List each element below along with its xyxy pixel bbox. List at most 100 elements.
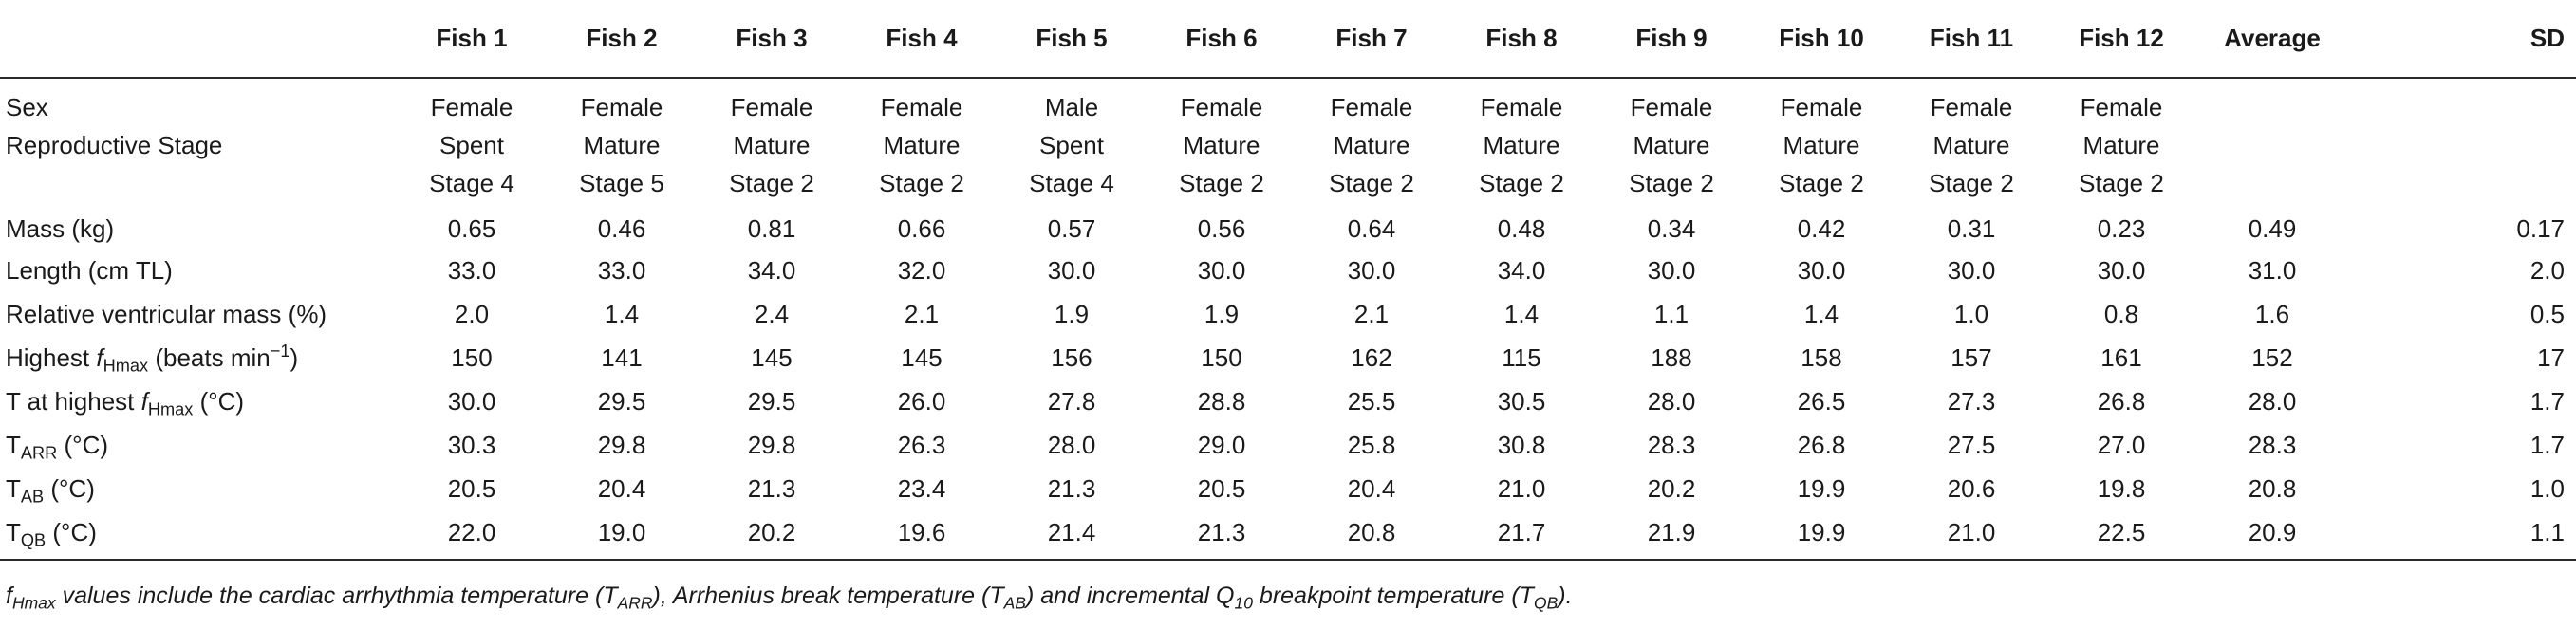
table-cell: 1.4	[604, 300, 640, 328]
stage-maturity: Mature	[1633, 131, 1710, 159]
table-cell: 188	[1651, 343, 1692, 372]
header-sd: SD	[2348, 0, 2576, 79]
table-cell: 145	[751, 343, 793, 372]
table-cell: 1.0	[1953, 300, 1989, 328]
table-cell: 1.9	[1054, 300, 1090, 328]
footnote-text-3: ) and incremental Q	[1025, 583, 1235, 609]
stage-maturity: Spent	[1039, 131, 1104, 159]
table-cell: 28.0	[1647, 387, 1696, 416]
table-cell: 30.5	[1497, 387, 1546, 416]
stage-maturity: Mature	[1483, 131, 1560, 159]
table-cell: 30.0	[1347, 256, 1396, 285]
table-cell: Mature Stage 2	[1896, 126, 2046, 208]
table-cell: Mature Stage 2	[1147, 126, 1297, 208]
table-cell: 30.0	[1797, 256, 1846, 285]
table-cell: Female	[2080, 93, 2163, 121]
label-sub: ARR	[20, 443, 58, 463]
table-cell: 26.5	[1797, 387, 1846, 416]
table-cell: 141	[601, 343, 643, 372]
stage-number: Stage 4	[429, 169, 514, 197]
stage-maturity: Mature	[733, 131, 811, 159]
stage-number: Stage 4	[1029, 169, 1114, 197]
stage-maturity: Mature	[883, 131, 961, 159]
footnote-sub-arr: ARR	[617, 593, 653, 613]
table-cell: 29.5	[597, 387, 646, 416]
table-cell: 162	[1351, 343, 1392, 372]
table-cell: 21.3	[1047, 474, 1096, 503]
header-fish-7: Fish 7	[1297, 0, 1447, 79]
table-cell: 1.4	[1503, 300, 1540, 328]
header-fish-1: Fish 1	[397, 0, 547, 79]
table-cell: 28.3	[1647, 431, 1696, 459]
table-cell: 20.2	[747, 518, 796, 546]
label-sub: AB	[20, 487, 45, 507]
table-cell: Mature Stage 2	[697, 126, 847, 208]
table-cell: 29.0	[1197, 431, 1246, 459]
table-cell: 0.48	[1497, 214, 1546, 243]
cell-average: 20.8	[2248, 474, 2297, 503]
table-cell: 29.8	[597, 431, 646, 459]
footnote-text-2: ), Arrhenius break temperature (T	[652, 583, 1004, 609]
header-label	[0, 0, 397, 79]
label-post: )	[289, 343, 299, 372]
table-cell: 21.0	[1497, 474, 1546, 503]
row-label: Length (cm TL)	[6, 256, 173, 285]
table-row-t-at-highest-fhmax: T at highest fHmax (°C) 30.0 29.5 29.5 26.0…	[0, 382, 2576, 426]
cell-sd: 1.1	[2529, 518, 2565, 546]
footnote-text-5: ).	[1558, 583, 1573, 609]
table-row-relative-ventricular-mass: Relative ventricular mass (%) 2.0 1.4 2.4 2…	[0, 295, 2576, 339]
table-cell: 0.56	[1197, 214, 1246, 243]
table-row-reproductive-stage: Reproductive Stage Spent Stage 4 Mature Sta…	[0, 126, 2576, 208]
label-mid: (beats min	[148, 343, 271, 372]
row-label: TQB (°C)	[0, 513, 397, 560]
table-cell: 145	[901, 343, 943, 372]
table-cell: 1.4	[1803, 300, 1839, 328]
table-cell: 21.9	[1647, 518, 1696, 546]
table-row-mass: Mass (kg) 0.65 0.46 0.81 0.66 0.57 0.56 0.64 0.…	[0, 208, 2576, 251]
header-fish-11: Fish 11	[1896, 0, 2046, 79]
cell-sd: 1.7	[2529, 431, 2565, 459]
stage-number: Stage 2	[2079, 169, 2164, 197]
table-cell: 25.5	[1347, 387, 1396, 416]
label-post: (°C)	[44, 474, 95, 503]
label-f: f	[96, 343, 103, 372]
table-cell: 28.0	[1047, 431, 1096, 459]
cell-sd	[2348, 78, 2576, 126]
table-cell: 32.0	[897, 256, 946, 285]
label-sub: Hmax	[103, 356, 149, 376]
label-post: (°C)	[57, 431, 109, 459]
table-cell: 33.0	[597, 256, 646, 285]
table-cell: 26.3	[897, 431, 946, 459]
table-cell: 28.8	[1197, 387, 1246, 416]
header-fish-10: Fish 10	[1746, 0, 1896, 79]
table-cell: Mature Stage 2	[1746, 126, 1896, 208]
table-cell: 22.5	[2097, 518, 2146, 546]
cell-average: 28.3	[2248, 431, 2297, 459]
table-cell: 34.0	[747, 256, 796, 285]
table-row-highest-fhmax: Highest fHmax (beats min−1) 150 141 145 145…	[0, 339, 2576, 382]
table-cell: 21.7	[1497, 518, 1546, 546]
footnote-f-sub: Hmax	[11, 593, 56, 613]
header-fish-8: Fish 8	[1447, 0, 1596, 79]
table-row-tarr: TARR (°C) 30.3 29.8 29.8 26.3 28.0 29.0 25.8 30…	[0, 426, 2576, 470]
cell-sd: 1.0	[2529, 474, 2565, 503]
table-cell: 1.1	[1653, 300, 1689, 328]
stage-number: Stage 2	[1629, 169, 1714, 197]
table-cell: Female	[1930, 93, 2013, 121]
cell-sd: 0.17	[2516, 214, 2565, 243]
table-cell: 21.3	[747, 474, 796, 503]
cell-average: 28.0	[2248, 387, 2297, 416]
header-average: Average	[2196, 0, 2348, 79]
table-cell: 30.0	[2097, 256, 2146, 285]
table-cell: 27.8	[1047, 387, 1096, 416]
table-cell: 20.6	[1947, 474, 1996, 503]
table-row-tqb: TQB (°C) 22.0 19.0 20.2 19.6 21.4 21.3 20.8 21.…	[0, 513, 2576, 560]
cell-average: 20.9	[2248, 518, 2297, 546]
table-cell: 157	[1951, 343, 1992, 372]
table-cell: 20.5	[447, 474, 496, 503]
footnote-f: f	[6, 583, 12, 609]
cell-sd	[2348, 126, 2576, 208]
table-cell: Mature Stage 2	[847, 126, 997, 208]
table-cell: 23.4	[897, 474, 946, 503]
stage-number: Stage 5	[579, 169, 664, 197]
